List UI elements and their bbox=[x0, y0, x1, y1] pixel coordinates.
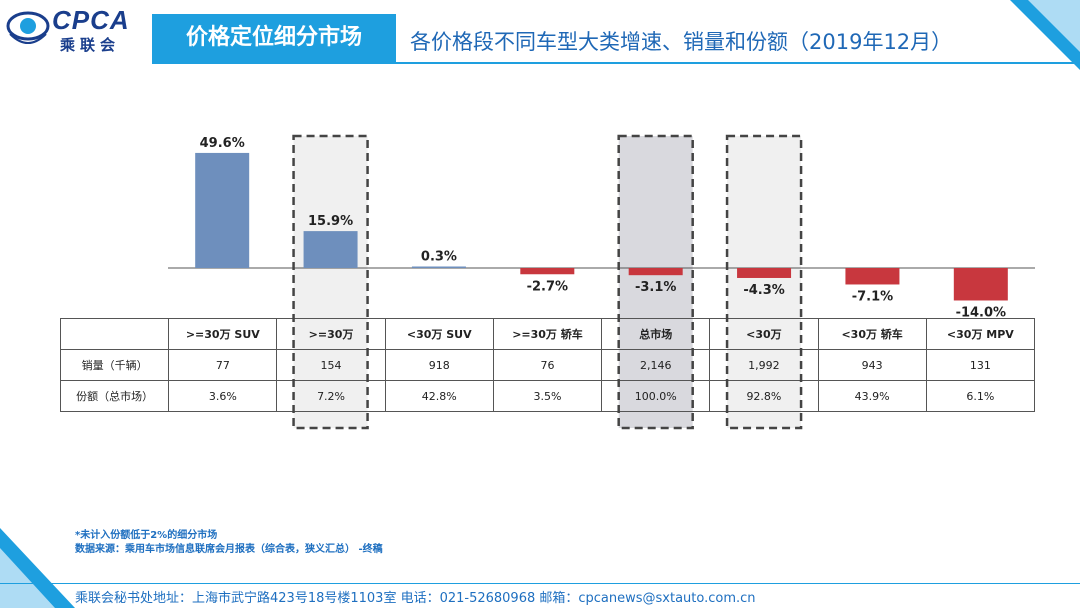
cpca-logo-icon bbox=[6, 11, 50, 44]
table-cell: 43.9% bbox=[817, 380, 927, 412]
corner-decoration-top-right bbox=[1010, 0, 1080, 70]
table-header-cell: >=30万 bbox=[276, 318, 386, 350]
row-label: 份额（总市场） bbox=[59, 380, 170, 412]
table-cell: 131 bbox=[925, 349, 1036, 381]
bar-7 bbox=[953, 268, 1008, 301]
header-divider bbox=[152, 62, 1080, 64]
table-cell: 1,992 bbox=[709, 349, 819, 381]
table-cell: 76 bbox=[492, 349, 603, 381]
table-cell: 2,146 bbox=[601, 349, 711, 381]
logo-subtitle: 乘联会 bbox=[60, 36, 121, 54]
data-source-note: 数据来源：乘用车市场信息联席会月报表（综合表，狭义汇总） -终稿 bbox=[75, 544, 383, 555]
table-cell: 100.0% bbox=[601, 380, 711, 412]
logo-text: CPCA bbox=[52, 5, 130, 35]
table-cell: 42.8% bbox=[384, 380, 494, 412]
data-label-4: -3.1% bbox=[635, 280, 676, 295]
footnote: *未计入份额低于2%的细分市场 bbox=[75, 530, 218, 541]
table-header-cell: 总市场 bbox=[601, 318, 711, 350]
page-subtitle: 各价格段不同车型大类增速、销量和份额（2019年12月） bbox=[410, 30, 953, 54]
data-label-2: 0.3% bbox=[421, 250, 457, 265]
table-row-sales: 销量（千辆） 77 154 918 76 2,146 1,992 943 131 bbox=[59, 349, 1036, 381]
bar-4 bbox=[628, 268, 683, 276]
table-cell: 943 bbox=[817, 349, 927, 381]
table-cell: 77 bbox=[168, 349, 278, 381]
bar-5 bbox=[737, 268, 792, 278]
data-label-5: -4.3% bbox=[743, 283, 784, 298]
bar-3 bbox=[520, 268, 575, 275]
table-cell: 3.5% bbox=[492, 380, 603, 412]
footer-contact: 乘联会秘书处地址：上海市武宁路423号18号楼1103室 电话：021-5268… bbox=[75, 591, 756, 606]
table-header-cell: <30万 MPV bbox=[925, 318, 1036, 350]
bar-6 bbox=[845, 268, 900, 285]
title-banner bbox=[152, 14, 396, 62]
table-header-cell: <30万 SUV bbox=[384, 318, 494, 350]
table-header-cell bbox=[59, 318, 170, 350]
data-label-6: -7.1% bbox=[852, 289, 893, 304]
corner-decoration-bottom-left bbox=[0, 528, 75, 608]
table-cell: 92.8% bbox=[709, 380, 819, 412]
bar-0 bbox=[195, 152, 250, 268]
row-label: 销量（千辆） bbox=[59, 349, 170, 381]
data-label-7: -14.0% bbox=[956, 305, 1007, 320]
data-label-3: -2.7% bbox=[527, 279, 568, 294]
table-header-row: >=30万 SUV >=30万 <30万 SUV >=30万 轿车 总市场 <3… bbox=[59, 318, 1036, 350]
table-header-cell: >=30万 轿车 bbox=[492, 318, 603, 350]
table-row-share: 份额（总市场） 3.6% 7.2% 42.8% 3.5% 100.0% 92.8… bbox=[59, 380, 1036, 412]
bar-2 bbox=[411, 266, 466, 268]
table-cell: 7.2% bbox=[276, 380, 386, 412]
table-cell: 918 bbox=[384, 349, 494, 381]
data-table: >=30万 SUV >=30万 <30万 SUV >=30万 轿车 总市场 <3… bbox=[59, 318, 1036, 412]
table-cell: 3.6% bbox=[168, 380, 278, 412]
table-cell: 154 bbox=[276, 349, 386, 381]
table-cell: 6.1% bbox=[925, 380, 1036, 412]
footer-divider bbox=[0, 583, 1080, 584]
table-header-cell: <30万 轿车 bbox=[817, 318, 927, 350]
table-header-cell: <30万 bbox=[709, 318, 819, 350]
data-label-0: 49.6% bbox=[200, 136, 245, 151]
bar-1 bbox=[303, 231, 358, 268]
table-header-cell: >=30万 SUV bbox=[168, 318, 278, 350]
data-label-1: 15.9% bbox=[308, 214, 353, 229]
page-title: 价格定位细分市场 bbox=[185, 25, 362, 50]
